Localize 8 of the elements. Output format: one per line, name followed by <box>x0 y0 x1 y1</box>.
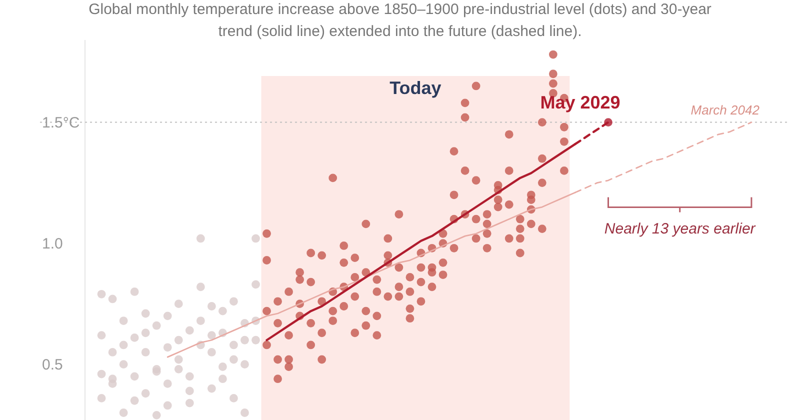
annotation: March 2042 <box>690 102 760 118</box>
y-tick-label: 1.0 <box>42 236 63 253</box>
annotation: Nearly 13 years earlier <box>604 220 756 238</box>
chart-subtitle: Global monthly temperature increase above 1850–1900 pre-industrial level (dots) and 30-year trend (solid line) extended into the future (dashed line). <box>88 1 712 40</box>
y-tick-label: 0.5 <box>42 356 63 374</box>
y-tick-label: 1.5°C <box>42 114 80 132</box>
annotation: Today <box>390 78 442 98</box>
annotation: May 2029 <box>540 92 620 112</box>
